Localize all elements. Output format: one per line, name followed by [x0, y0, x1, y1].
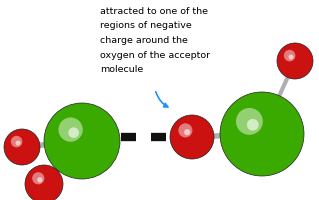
- Circle shape: [4, 129, 40, 165]
- Text: attracted to one of the: attracted to one of the: [100, 7, 208, 16]
- Circle shape: [247, 119, 259, 131]
- Circle shape: [44, 103, 120, 179]
- Circle shape: [184, 129, 190, 136]
- Circle shape: [11, 136, 22, 148]
- Text: molecule: molecule: [100, 65, 143, 74]
- Text: oxygen of the acceptor: oxygen of the acceptor: [100, 50, 210, 59]
- Text: charge around the: charge around the: [100, 36, 188, 45]
- Circle shape: [284, 51, 295, 62]
- Circle shape: [220, 93, 304, 176]
- Text: regions of negative: regions of negative: [100, 21, 192, 30]
- FancyArrowPatch shape: [156, 92, 168, 107]
- Circle shape: [25, 165, 63, 200]
- Circle shape: [236, 108, 263, 135]
- Circle shape: [178, 124, 192, 138]
- Circle shape: [37, 177, 42, 183]
- Circle shape: [170, 115, 214, 159]
- Circle shape: [58, 118, 83, 142]
- Circle shape: [277, 44, 313, 80]
- Circle shape: [288, 55, 293, 60]
- Circle shape: [32, 172, 44, 184]
- Circle shape: [16, 141, 20, 146]
- Circle shape: [68, 128, 79, 138]
